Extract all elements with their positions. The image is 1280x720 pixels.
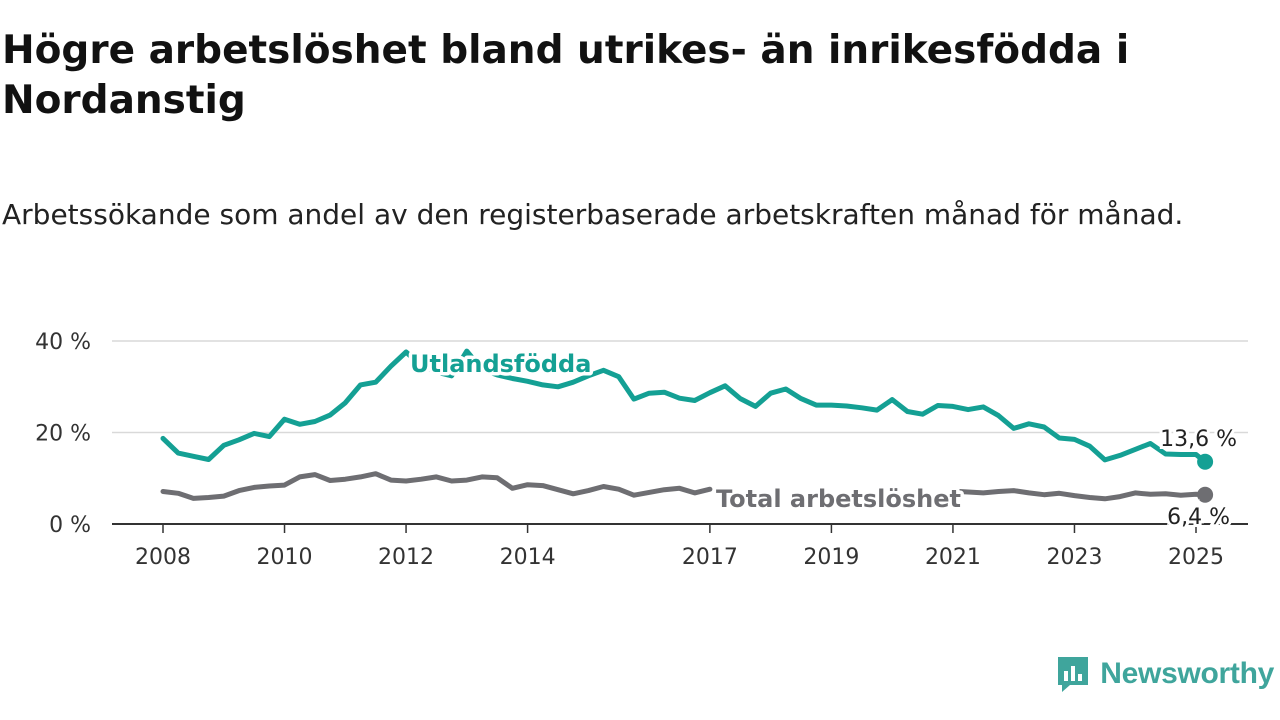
end-label-total: 6,4 % bbox=[1167, 505, 1230, 530]
logo-text: Newsworthy bbox=[1100, 657, 1274, 690]
end-point-total bbox=[1197, 486, 1214, 503]
series-label-utlandsfodda: Utlandsfödda bbox=[410, 350, 591, 378]
y-tick-label: 20 % bbox=[35, 422, 91, 447]
end-label-utlandsfodda: 13,6 % bbox=[1160, 427, 1237, 452]
series-line-total-tail bbox=[950, 488, 1208, 502]
x-tick-label: 2010 bbox=[257, 545, 313, 570]
page-title: Högre arbetslöshet bland utrikes- än inr… bbox=[2, 28, 1130, 123]
grid-lines bbox=[112, 340, 1248, 525]
x-tick-label: 2017 bbox=[682, 545, 738, 570]
end-point-utlandsfodda bbox=[1197, 453, 1214, 470]
y-tick-label: 0 % bbox=[49, 513, 91, 538]
x-axis-ticks: 2008 2010 2012 2014 2017 2019 2021 2023 2025 bbox=[135, 524, 1224, 570]
newsworthy-logo: Newsworthy bbox=[1056, 654, 1274, 694]
series-labels: Utlandsfödda Total arbetslöshet 13,6 % 6,4 … bbox=[407, 347, 1241, 534]
series-line-utlandsfodda bbox=[160, 348, 1208, 465]
x-tick-label: 2023 bbox=[1046, 545, 1102, 570]
newsworthy-chart-icon bbox=[1058, 657, 1089, 692]
series-label-total: Total arbetslöshet bbox=[716, 485, 961, 513]
y-tick-label: 40 % bbox=[35, 330, 91, 355]
series-lines bbox=[160, 348, 1214, 503]
series-line-total bbox=[160, 471, 713, 501]
x-tick-label: 2021 bbox=[925, 545, 981, 570]
page-subtitle: Arbetssökande som andel av den registerb… bbox=[2, 198, 1184, 231]
x-tick-label: 2014 bbox=[500, 545, 556, 570]
x-tick-label: 2025 bbox=[1168, 545, 1224, 570]
x-tick-label: 2008 bbox=[135, 545, 191, 570]
x-tick-label: 2012 bbox=[378, 545, 434, 570]
y-axis-ticks: 0 % 20 % 40 % bbox=[35, 330, 91, 538]
x-tick-label: 2019 bbox=[803, 545, 859, 570]
